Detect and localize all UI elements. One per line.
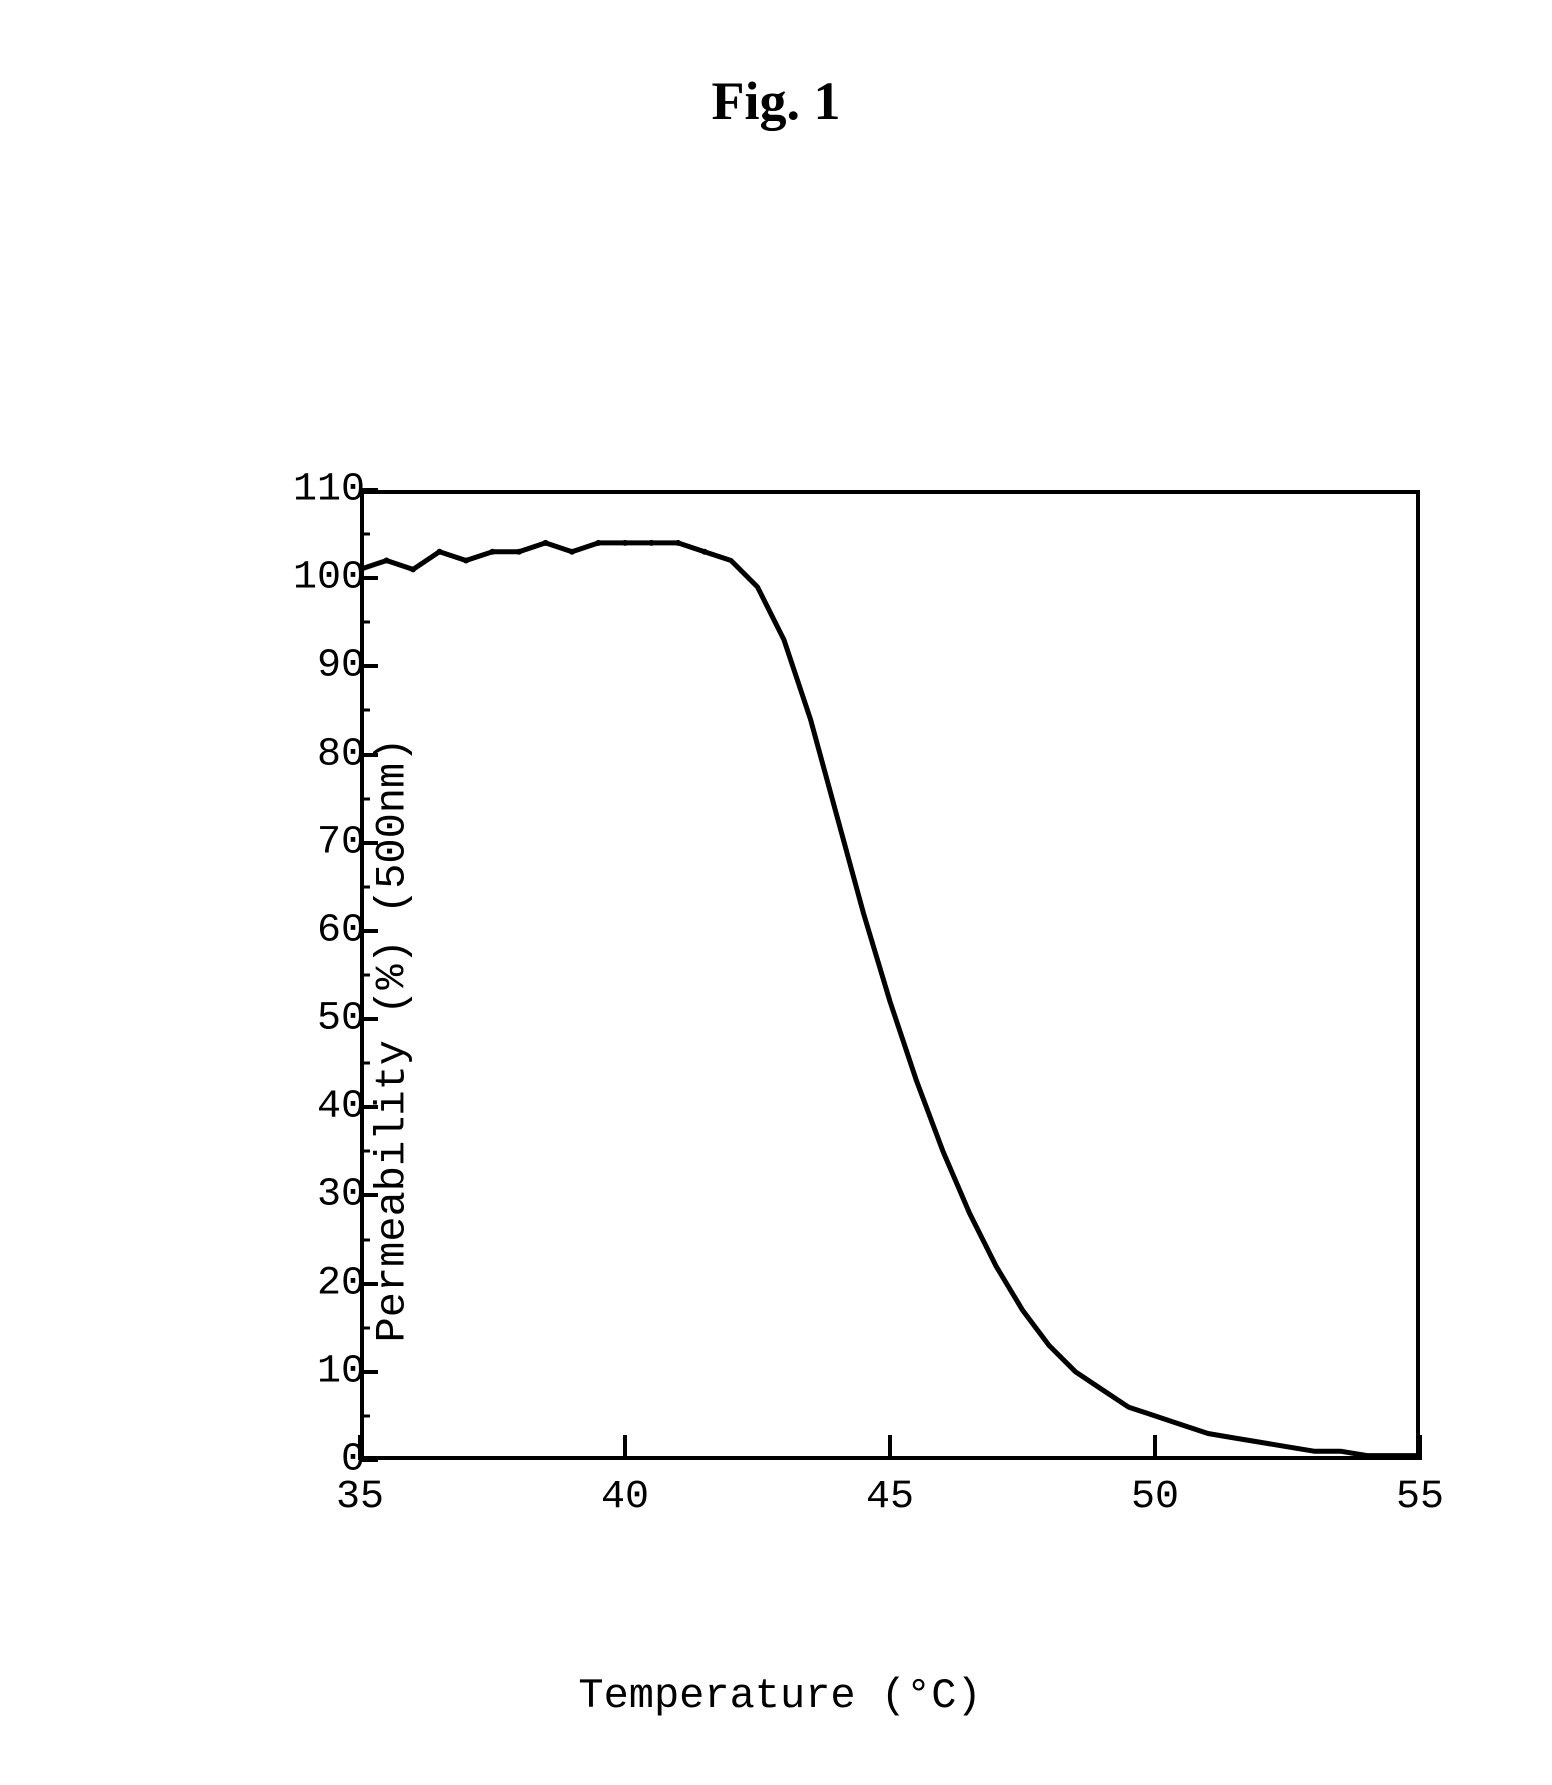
y-tick-minor bbox=[360, 1326, 370, 1329]
y-tick-label: 80 bbox=[317, 732, 365, 777]
x-axis-label: Temperature (°C) bbox=[578, 1672, 981, 1720]
y-tick-label: 100 bbox=[293, 556, 365, 601]
x-tick-label: 40 bbox=[601, 1475, 649, 1520]
y-tick-label: 50 bbox=[317, 997, 365, 1042]
x-tick-label: 45 bbox=[866, 1475, 914, 1520]
y-tick-label: 10 bbox=[317, 1349, 365, 1394]
x-tick-label: 35 bbox=[336, 1475, 384, 1520]
y-tick-minor bbox=[360, 621, 370, 624]
figure-title: Fig. 1 bbox=[712, 70, 841, 132]
x-tick bbox=[1418, 1435, 1422, 1460]
plot-area bbox=[360, 490, 1420, 1460]
y-tick-label: 40 bbox=[317, 1085, 365, 1130]
y-tick-label: 60 bbox=[317, 908, 365, 953]
y-tick-label: 30 bbox=[317, 1173, 365, 1218]
x-tick bbox=[1153, 1435, 1157, 1460]
y-tick-minor bbox=[360, 1414, 370, 1417]
x-tick-label: 55 bbox=[1396, 1475, 1444, 1520]
y-tick-minor bbox=[360, 1238, 370, 1241]
y-tick-label: 110 bbox=[293, 468, 365, 513]
y-tick-minor bbox=[360, 1062, 370, 1065]
y-tick-label: 90 bbox=[317, 644, 365, 689]
y-tick-label: 70 bbox=[317, 820, 365, 865]
chart-curve bbox=[360, 490, 1420, 1460]
y-tick-minor bbox=[360, 974, 370, 977]
y-tick-minor bbox=[360, 533, 370, 536]
y-tick-minor bbox=[360, 1150, 370, 1153]
y-tick-minor bbox=[360, 885, 370, 888]
x-tick bbox=[888, 1435, 892, 1460]
x-tick bbox=[623, 1435, 627, 1460]
y-tick-minor bbox=[360, 709, 370, 712]
y-tick-label: 20 bbox=[317, 1261, 365, 1306]
y-tick-minor bbox=[360, 797, 370, 800]
x-tick-label: 50 bbox=[1131, 1475, 1179, 1520]
chart-container: Permeability (%) (500nm) Temperature (°C… bbox=[120, 490, 1440, 1590]
